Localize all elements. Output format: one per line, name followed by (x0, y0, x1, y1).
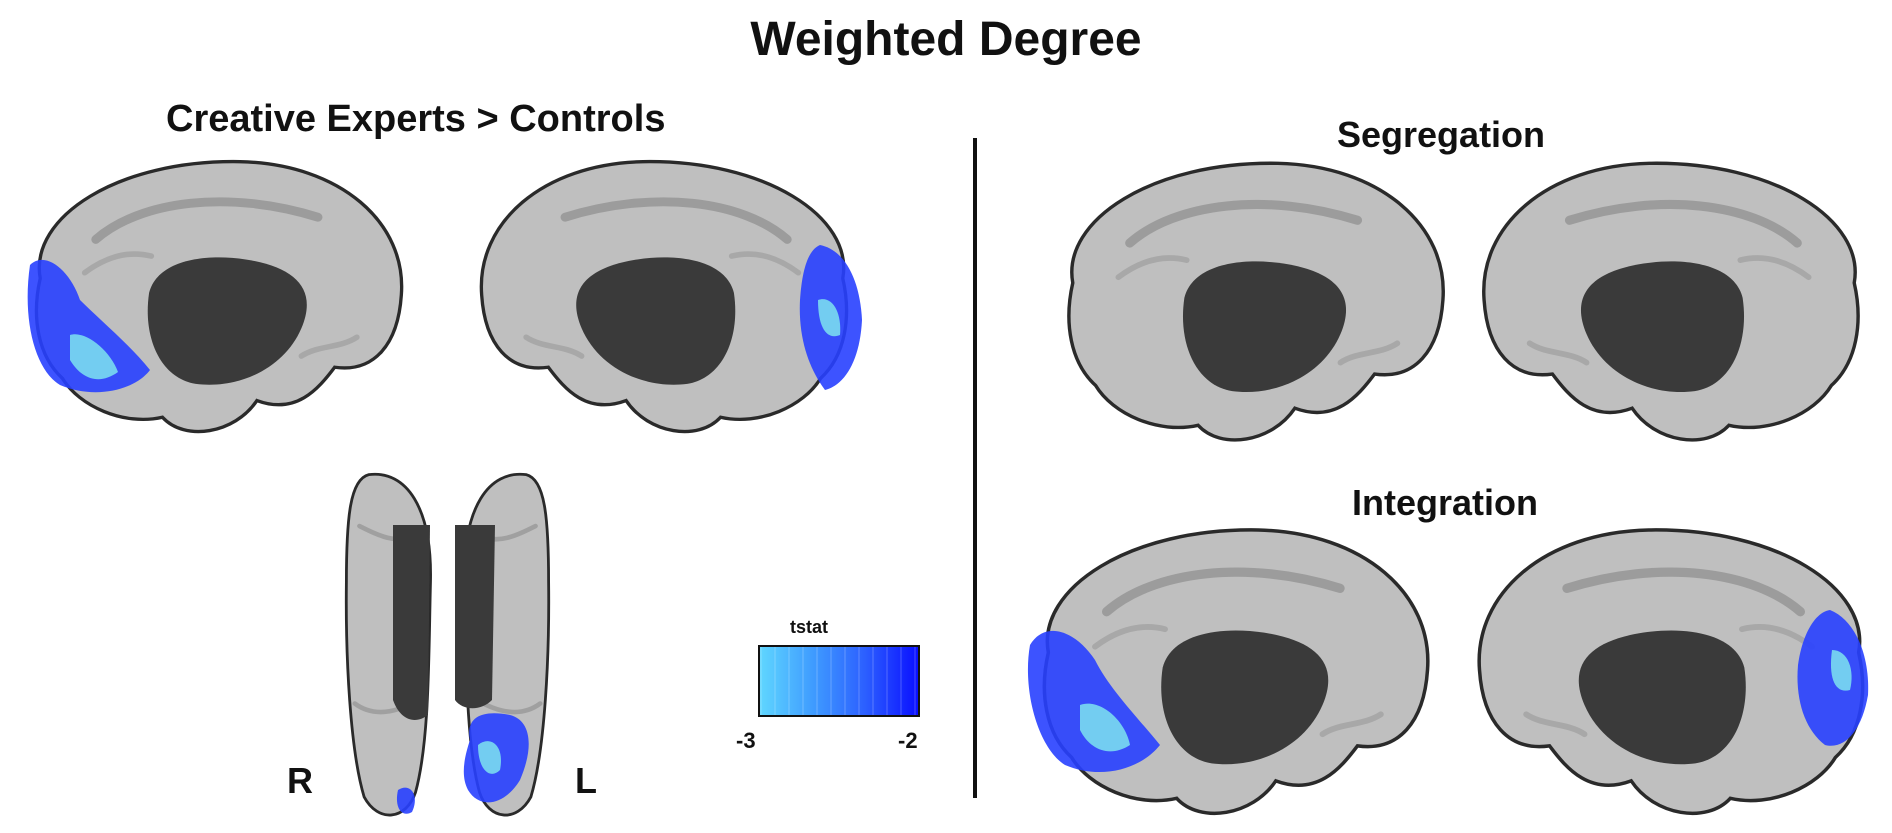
figure-title: Weighted Degree (750, 13, 1142, 66)
colorbar (758, 645, 920, 717)
ventral-right-medial-wall (393, 525, 430, 720)
segregation-right-hemisphere-medial (1069, 163, 1443, 440)
activation-blob-integration-left (1797, 610, 1869, 746)
integration-title: Integration (1352, 482, 1538, 523)
colorbar-max-label: -2 (898, 728, 918, 753)
panel-divider (973, 138, 977, 798)
left-panel-left-hemisphere-medial (481, 162, 846, 432)
segregation-left-hemisphere-medial (1484, 163, 1858, 440)
contrast-title: Creative Experts > Controls (166, 98, 666, 140)
orientation-label-right: R (287, 760, 313, 801)
activation-blob-left-occipital (799, 245, 862, 390)
orientation-label-left: L (575, 760, 597, 801)
ventral-left-medial-wall (455, 525, 495, 709)
activation-blob-ventral-right (396, 787, 415, 814)
colorbar-min-label: -3 (736, 728, 756, 753)
activation-blob-right-occipital (27, 259, 151, 393)
activation-blob-ventral-left (463, 713, 529, 803)
activation-blob-integration-right (1027, 630, 1160, 773)
colorbar-title: tstat (790, 617, 829, 637)
segregation-title: Segregation (1337, 114, 1546, 155)
